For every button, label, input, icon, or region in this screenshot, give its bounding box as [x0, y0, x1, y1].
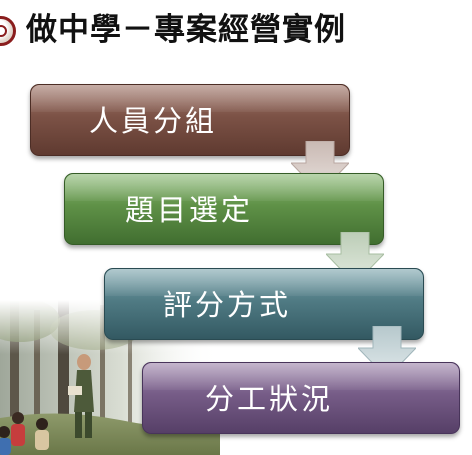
- step-label: 分工狀況: [205, 382, 334, 416]
- step-topic-selection: 題目選定: [64, 173, 384, 245]
- step-work-division: 分工狀況: [142, 362, 460, 434]
- step-staff-grouping: 人員分組: [30, 84, 350, 156]
- slide-title: 做中學－專案經營實例: [26, 12, 346, 48]
- step-grading-method: 評分方式: [104, 268, 424, 340]
- school-emblem-icon: [0, 16, 16, 46]
- step-label: 題目選定: [125, 193, 254, 227]
- step-label: 評分方式: [163, 288, 292, 322]
- step-label: 人員分組: [89, 104, 218, 138]
